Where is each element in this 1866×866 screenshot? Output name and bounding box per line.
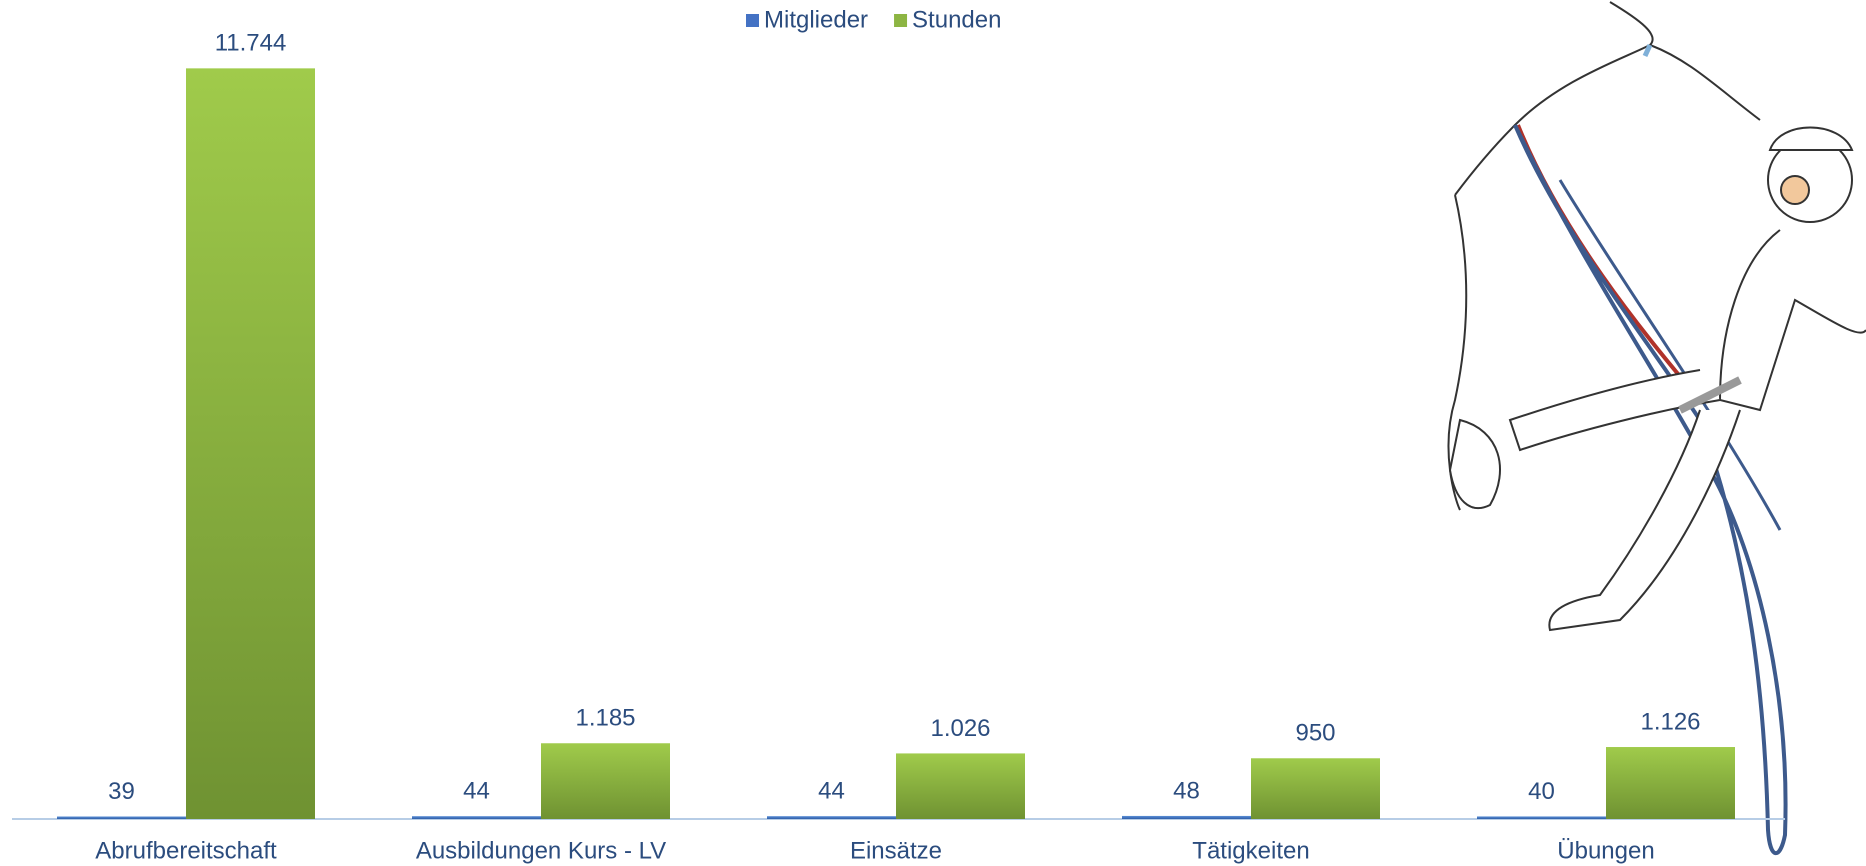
value-label: 11.744 — [215, 30, 287, 57]
bar — [412, 816, 541, 819]
value-label: 40 — [1528, 778, 1555, 805]
value-label: 39 — [108, 778, 135, 805]
x-tick-label: Übungen — [1557, 837, 1654, 864]
legend-label: Stunden — [912, 6, 1001, 33]
value-label: 1.185 — [575, 705, 635, 732]
x-tick-label: Einsätze — [850, 837, 942, 864]
bar — [1606, 747, 1735, 819]
x-tick-label: Tätigkeiten — [1192, 837, 1309, 864]
value-label: 1.026 — [930, 715, 990, 742]
bar — [186, 68, 315, 819]
x-tick-label: Ausbildungen Kurs - LV — [416, 837, 666, 864]
x-tick-label: Abrufbereitschaft — [95, 837, 277, 864]
bar — [1122, 815, 1251, 819]
bar — [767, 816, 896, 819]
bar — [1251, 758, 1380, 819]
legend-label: Mitglieder — [764, 6, 868, 33]
legend-swatch — [746, 14, 759, 27]
value-label: 48 — [1173, 777, 1200, 804]
value-label: 1.126 — [1640, 708, 1700, 735]
legend-swatch — [894, 14, 908, 27]
bar — [57, 816, 186, 819]
bar — [896, 753, 1025, 819]
value-label: 950 — [1295, 720, 1335, 747]
bar — [1477, 816, 1606, 819]
value-label: 44 — [463, 778, 490, 805]
bar — [541, 743, 670, 819]
value-label: 44 — [818, 778, 845, 805]
climber-illustration — [1447, 1, 1866, 856]
